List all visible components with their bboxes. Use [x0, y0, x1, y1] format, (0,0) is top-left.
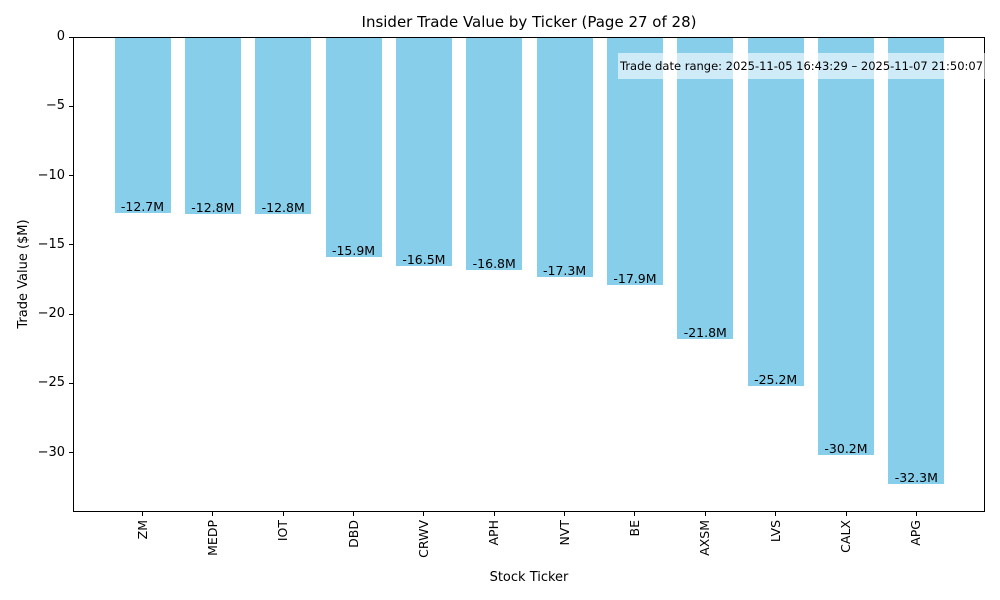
bar-ZM: [114, 37, 171, 213]
y-tick-mark-3: [69, 244, 73, 246]
bar-label-CALX: -30.2M: [824, 441, 868, 456]
x-tick-label-APH: APH: [486, 520, 502, 546]
bar-label-NVT: -17.3M: [543, 263, 587, 278]
x-tick-mark-IOT: [282, 512, 284, 516]
y-tick-mark-1: [69, 105, 73, 107]
bar-CRWV: [395, 37, 452, 266]
bar-label-IOT: -12.8M: [261, 200, 305, 215]
x-tick-label-CALX: CALX: [838, 520, 853, 553]
x-tick-label-DBD: DBD: [345, 520, 361, 548]
bar-NVT: [536, 37, 593, 277]
x-tick-mark-MEDP: [212, 512, 214, 516]
y-tick-mark-6: [69, 452, 73, 453]
y-tick-mark-4: [69, 313, 73, 315]
x-tick-label-NVT: NVT: [556, 520, 572, 546]
x-tick-mark-BE: [634, 512, 636, 516]
x-tick-label-AXSM: AXSM: [697, 520, 713, 556]
annotation-trade-date-range: Trade date range: 2025-11-05 16:43:29 – …: [618, 53, 985, 79]
x-tick-label-MEDP: MEDP: [204, 520, 220, 556]
bar-APH: [466, 37, 523, 270]
y-tick-label-5: −25: [37, 375, 65, 391]
bar-DBD: [325, 37, 382, 257]
y-tick-mark-2: [69, 175, 73, 176]
x-tick-mark-NVT: [564, 512, 566, 516]
bar-MEDP: [184, 37, 241, 214]
x-tick-mark-DBD: [353, 512, 355, 516]
x-tick-mark-APG: [915, 512, 917, 516]
bar-CALX: [818, 37, 874, 455]
x-tick-label-APG: APG: [908, 520, 924, 546]
x-tick-label-LVS: LVS: [767, 520, 783, 543]
x-tick-mark-CRWV: [423, 512, 425, 516]
x-tick-mark-AXSM: [704, 512, 706, 516]
x-tick-mark-APH: [493, 512, 495, 516]
y-tick-label-3: −15: [37, 236, 65, 252]
bar-label-CRWV: -16.5M: [402, 252, 446, 267]
bar-label-DBD: -15.9M: [331, 243, 376, 258]
bar-label-AXSM: -21.8M: [683, 325, 727, 340]
x-tick-label-ZM: ZM: [134, 520, 150, 540]
y-tick-label-0: 0: [56, 29, 65, 44]
x-tick-mark-ZM: [142, 512, 143, 516]
bar-AXSM: [677, 37, 734, 339]
x-tick-mark-LVS: [775, 512, 777, 516]
bar-label-ZM: -12.7M: [120, 199, 165, 214]
y-tick-mark-5: [69, 382, 73, 384]
x-axis-label: Stock Ticker: [489, 570, 569, 585]
chart-title: Insider Trade Value by Ticker (Page 27 o…: [361, 13, 697, 31]
bar-IOT: [255, 37, 312, 214]
y-tick-mark-0: [69, 36, 73, 38]
x-tick-mark-CALX: [845, 512, 847, 516]
y-tick-label-1: −5: [45, 98, 65, 114]
x-tick-label-BE: BE: [626, 520, 642, 537]
bar-label-LVS: -25.2M: [754, 372, 798, 387]
bar-label-APH: -16.8M: [472, 256, 516, 271]
bar-APG: [888, 37, 945, 484]
x-tick-label-CRWV: CRWV: [415, 520, 431, 558]
bar-label-MEDP: -12.8M: [191, 200, 235, 215]
bar-label-APG: -32.3M: [894, 470, 938, 485]
x-tick-label-IOT: IOT: [275, 520, 291, 542]
y-tick-label-2: −10: [37, 167, 65, 183]
bar-label-BE: -17.9M: [613, 271, 657, 286]
bar-LVS: [747, 37, 804, 386]
y-tick-label-4: −20: [37, 306, 65, 321]
y-tick-label-6: −30: [37, 444, 65, 460]
